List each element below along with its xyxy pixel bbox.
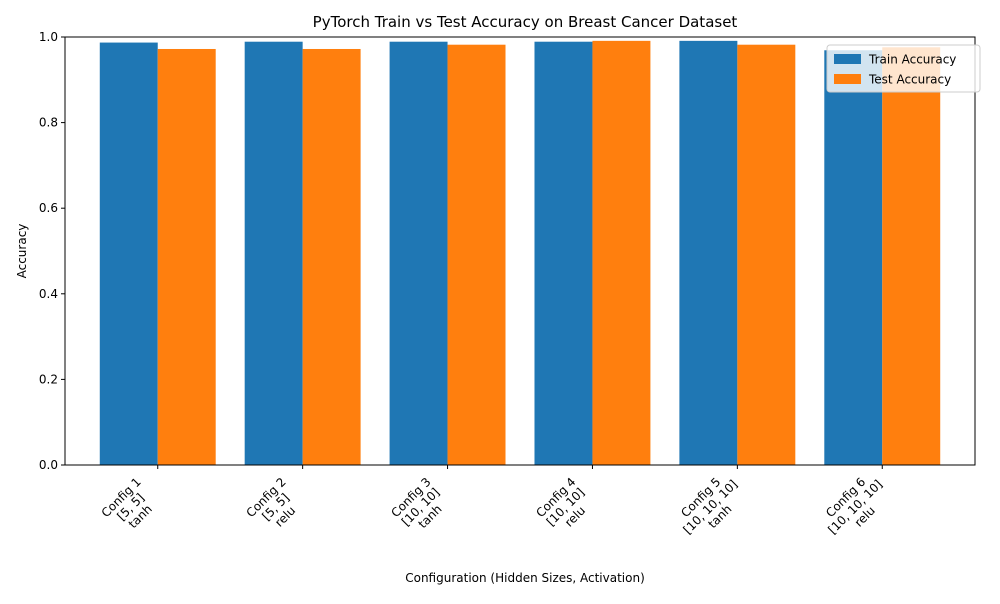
bar-test-3: [447, 44, 506, 465]
legend-swatch-train: [834, 54, 861, 64]
x-axis-label: Configuration (Hidden Sizes, Activation): [405, 571, 645, 585]
bar-train-5: [679, 40, 738, 466]
bar-train-4: [534, 41, 593, 465]
legend-label-test: Test Accuracy: [868, 73, 951, 87]
y-tick-label: 0.6: [39, 201, 58, 215]
y-tick-label: 0.4: [39, 287, 58, 301]
bar-train-2: [244, 41, 303, 465]
x-tick-label: Config 3[10, 10]tanh: [388, 475, 452, 539]
plot-frame: [64, 36, 976, 466]
legend-label-train: Train Accuracy: [868, 53, 956, 67]
y-tick-label: 0.0: [39, 458, 58, 472]
bar-train-6: [824, 50, 883, 465]
x-tick-label: Config 6[10, 10, 10]relu: [816, 468, 895, 547]
y-tick-label: 0.2: [39, 372, 58, 386]
legend-box: [826, 44, 981, 93]
bar-train-1: [99, 42, 158, 466]
x-tick-label: Config 1[5, 5]tanh: [99, 475, 163, 539]
bar-test-4: [592, 40, 651, 466]
x-tick-label: Config 2[5, 5]relu: [243, 475, 307, 539]
x-tick-label: Config 5[10, 10, 10]tanh: [671, 468, 750, 547]
bar-test-6: [882, 47, 941, 465]
plot-area: 0.0 0.2 0.4 0.6 0.8 1.0 Config 1[5, 5]tanh Conf…: [39, 30, 976, 547]
x-tick-label: Config 4[10, 10]relu: [533, 475, 597, 539]
legend: Train Accuracy Test Accuracy: [826, 44, 981, 93]
y-tick-label: 0.8: [39, 116, 58, 130]
chart-title: PyTorch Train vs Test Accuracy on Breast…: [313, 13, 738, 31]
bar-test-5: [737, 44, 796, 465]
legend-swatch-test: [834, 74, 861, 84]
bar-train-3: [389, 41, 448, 465]
y-axis-label: Accuracy: [15, 224, 29, 279]
bar-test-1: [157, 48, 216, 465]
y-tick-label: 1.0: [39, 30, 58, 44]
bar-test-2: [302, 48, 361, 465]
